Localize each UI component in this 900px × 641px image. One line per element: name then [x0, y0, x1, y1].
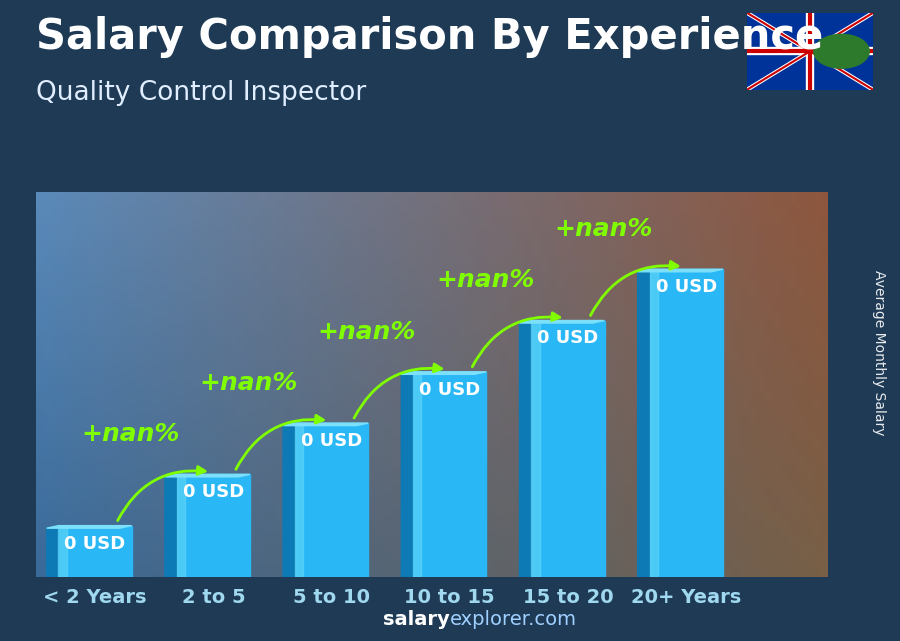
Polygon shape [519, 320, 531, 579]
Polygon shape [638, 269, 723, 272]
Polygon shape [401, 372, 486, 374]
Text: +nan%: +nan% [436, 269, 535, 292]
Polygon shape [165, 474, 176, 579]
Text: +nan%: +nan% [81, 422, 180, 446]
Polygon shape [284, 423, 368, 426]
Polygon shape [413, 372, 486, 577]
Polygon shape [47, 526, 58, 579]
Polygon shape [284, 423, 295, 579]
Polygon shape [176, 474, 184, 577]
Circle shape [814, 35, 869, 68]
Polygon shape [531, 320, 540, 577]
Polygon shape [295, 423, 368, 577]
Polygon shape [638, 269, 650, 579]
Text: 0 USD: 0 USD [655, 278, 716, 296]
Text: 0 USD: 0 USD [537, 329, 598, 347]
Polygon shape [295, 423, 303, 577]
Text: 0 USD: 0 USD [65, 535, 126, 553]
Polygon shape [58, 526, 67, 577]
Text: 0 USD: 0 USD [419, 381, 481, 399]
Polygon shape [401, 372, 413, 579]
Polygon shape [165, 474, 250, 477]
Text: salary: salary [383, 610, 450, 629]
Text: +nan%: +nan% [318, 320, 416, 344]
Text: Quality Control Inspector: Quality Control Inspector [36, 80, 366, 106]
Polygon shape [650, 269, 723, 577]
Polygon shape [47, 526, 131, 528]
Polygon shape [58, 526, 131, 577]
Text: +nan%: +nan% [200, 371, 298, 395]
Polygon shape [176, 474, 250, 577]
Polygon shape [650, 269, 658, 577]
Polygon shape [413, 372, 421, 577]
Text: 0 USD: 0 USD [183, 483, 244, 501]
Text: +nan%: +nan% [554, 217, 652, 241]
Polygon shape [531, 320, 605, 577]
Text: Salary Comparison By Experience: Salary Comparison By Experience [36, 16, 824, 58]
Text: 0 USD: 0 USD [301, 432, 362, 450]
Polygon shape [519, 320, 605, 323]
Text: explorer.com: explorer.com [450, 610, 577, 629]
Text: Average Monthly Salary: Average Monthly Salary [872, 270, 886, 435]
